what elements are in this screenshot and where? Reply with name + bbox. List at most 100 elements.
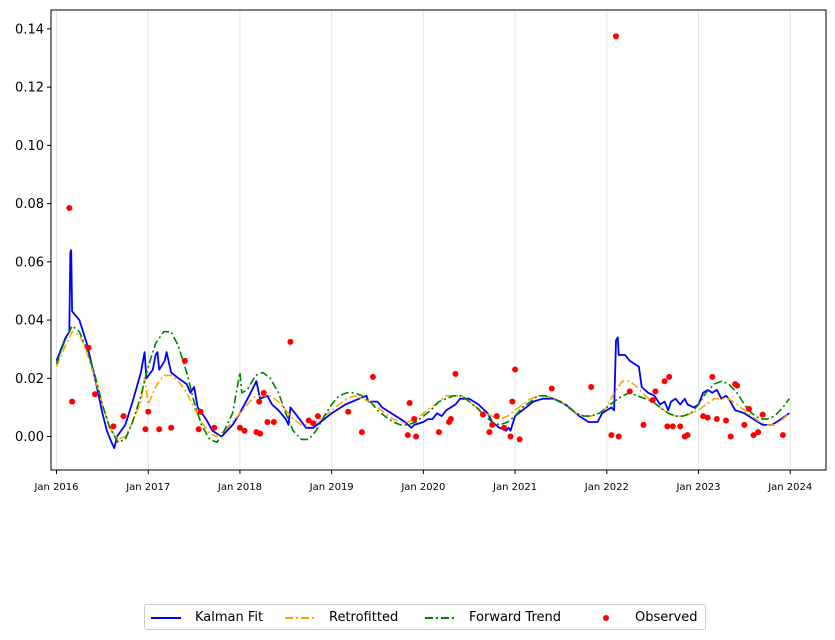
observed-point	[264, 418, 271, 425]
observed-point	[755, 429, 762, 436]
observed-point	[168, 424, 175, 431]
observed-point	[257, 430, 264, 437]
x-tick-label: Jan 2018	[217, 482, 262, 493]
observed-point	[626, 388, 633, 395]
observed-point	[608, 432, 615, 439]
observed-point	[145, 408, 152, 415]
y-tick-label: 0.06	[15, 255, 44, 270]
observed-point	[69, 398, 76, 405]
observed-point	[156, 426, 163, 433]
observed-point	[489, 421, 496, 428]
grid-lines	[56, 10, 791, 470]
legend-label-kalman-fit: Kalman Fit	[195, 610, 264, 625]
legend-label-retrofitted: Retrofitted	[329, 610, 399, 625]
observed-point	[684, 432, 691, 439]
observed-point	[486, 429, 493, 436]
observed-point	[507, 433, 514, 440]
observed-point	[661, 378, 668, 385]
observed-point	[404, 432, 411, 439]
observed-point	[652, 388, 659, 395]
observed-point	[181, 357, 188, 364]
observed-point	[260, 389, 267, 396]
observed-point	[110, 423, 117, 430]
observed-point	[358, 429, 365, 436]
observed-point	[741, 421, 748, 428]
observed-point	[512, 366, 519, 373]
x-tick-label: Jan 2023	[675, 482, 720, 493]
observed-point	[713, 416, 720, 423]
series-line-kalman-fit	[55, 249, 790, 450]
legend-label-forward-trend: Forward Trend	[469, 610, 561, 625]
y-tick-label: 0.00	[15, 430, 44, 445]
observed-point	[345, 408, 352, 415]
observed-point	[479, 411, 486, 418]
observed-point	[270, 418, 277, 425]
observed-point	[664, 423, 671, 430]
observed-point	[411, 416, 418, 423]
observed-point	[723, 417, 730, 424]
observed-point	[197, 408, 204, 415]
observed-point	[727, 433, 734, 440]
observed-point	[195, 426, 202, 433]
observed-point	[612, 33, 619, 40]
observed-point	[588, 384, 595, 391]
observed-point	[305, 417, 312, 424]
observed-point	[709, 373, 716, 380]
legend: Kalman Fit Retrofitted Forward Trend Obs…	[144, 604, 706, 630]
y-tick-label: 0.10	[15, 139, 44, 154]
observed-point	[759, 411, 766, 418]
observed-point	[666, 373, 673, 380]
observed-point	[413, 433, 420, 440]
observed-point	[447, 416, 454, 423]
observed-point	[236, 424, 243, 431]
observed-point	[406, 400, 413, 407]
observed-point	[734, 382, 741, 389]
observed-point	[241, 427, 248, 434]
observed-point	[548, 385, 555, 392]
legend-swatch-forward-trend	[425, 617, 455, 619]
observed-point	[509, 398, 516, 405]
observed-point	[493, 413, 500, 420]
x-tick-label: Jan 2016	[33, 482, 78, 493]
y-axis: 0.00 0.02 0.04 0.06 0.08 0.10 0.12 0.14	[15, 22, 51, 445]
observed-point	[92, 391, 99, 398]
x-tick-label: Jan 2022	[584, 482, 629, 493]
observed-point	[142, 426, 149, 433]
y-tick-label: 0.12	[15, 81, 44, 96]
series-lines	[55, 249, 790, 450]
y-tick-label: 0.08	[15, 197, 44, 212]
chart-canvas: 0.00 0.02 0.04 0.06 0.08 0.10 0.12 0.14 Jan 201…	[15, 9, 827, 493]
x-tick-label: Jan 2024	[767, 482, 812, 493]
observed-point	[452, 370, 459, 377]
observed-point	[85, 344, 92, 351]
plot-frame	[50, 9, 827, 471]
observed-point	[256, 398, 263, 405]
series-line-forward-trend	[55, 325, 790, 444]
observed-point	[516, 436, 523, 443]
x-tick-label: Jan 2019	[309, 482, 354, 493]
observed-point	[501, 424, 508, 431]
observed-point	[750, 432, 757, 439]
observed-point	[745, 405, 752, 412]
observed-point	[287, 338, 294, 345]
observed-point	[314, 413, 321, 420]
observed-point	[669, 423, 676, 430]
observed-point	[211, 424, 218, 431]
legend-swatch-observed	[603, 615, 609, 621]
x-axis: Jan 2016 Jan 2017 Jan 2018 Jan 2019 Jan 2020…	[33, 470, 812, 493]
y-tick-label: 0.14	[15, 22, 44, 37]
observed-point	[615, 433, 622, 440]
observed-point	[649, 397, 656, 404]
legend-swatch-retrofitted	[285, 617, 315, 619]
y-tick-label: 0.04	[15, 314, 44, 329]
observed-point	[704, 414, 711, 421]
observed-point	[779, 432, 786, 439]
observed-point	[369, 373, 376, 380]
observed-point	[66, 204, 73, 211]
y-tick-label: 0.02	[15, 372, 44, 387]
observed-points	[66, 33, 786, 443]
observed-point	[700, 413, 707, 420]
x-tick-label: Jan 2017	[125, 482, 170, 493]
x-tick-label: Jan 2021	[492, 482, 537, 493]
legend-swatch-kalman-fit	[151, 617, 181, 619]
